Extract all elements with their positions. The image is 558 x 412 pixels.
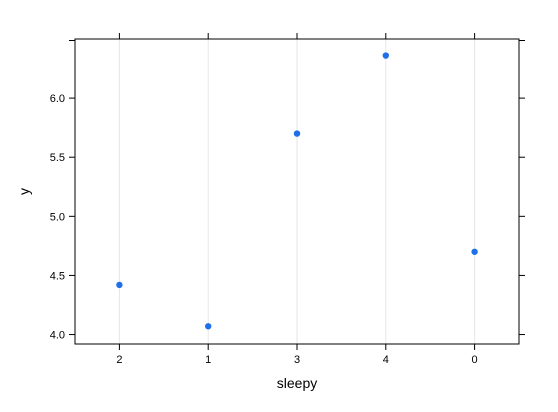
data-point xyxy=(293,130,301,137)
x-axis-label: sleepy xyxy=(277,375,317,391)
x-tick-label: 4 xyxy=(383,354,389,366)
y-axis-ticks: 4.0 4.5 5.0 5.5 6.0 xyxy=(50,40,525,342)
y-axis-label: y xyxy=(16,188,32,195)
data-point xyxy=(471,248,478,255)
x-tick-label: 2 xyxy=(116,354,122,366)
y-tick-label: 4.5 xyxy=(50,270,65,282)
y-tick-label: 5.5 xyxy=(50,152,65,164)
grid-layer xyxy=(118,39,476,344)
data-point xyxy=(382,52,389,59)
y-tick-label: 6.0 xyxy=(50,93,65,105)
data-point xyxy=(116,281,123,289)
y-tick-label: 4.0 xyxy=(50,330,65,342)
x-axis-ticks: 2 1 3 4 0 xyxy=(116,33,478,366)
y-tick-label: 5.0 xyxy=(50,211,65,223)
data-point xyxy=(205,323,212,330)
points-layer xyxy=(116,52,478,330)
x-tick-label: 3 xyxy=(294,354,300,366)
x-tick-label: 0 xyxy=(472,354,478,366)
x-tick-label: 1 xyxy=(205,354,211,366)
